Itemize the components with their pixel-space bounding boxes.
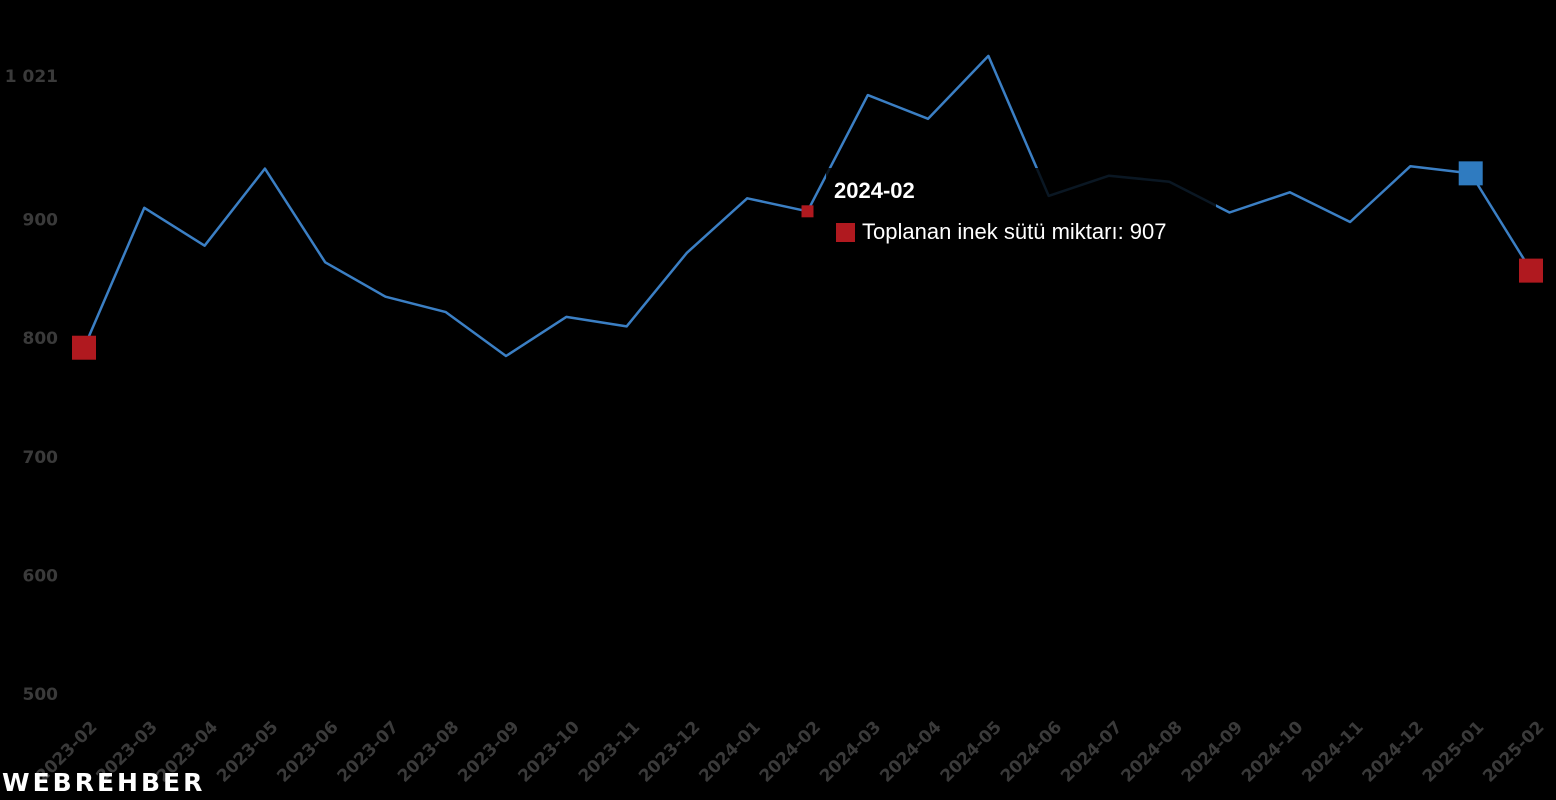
y-tick-label: 600 <box>23 566 59 586</box>
y-tick-label: 800 <box>23 329 59 349</box>
x-tick-label: 2024-06 <box>997 717 1066 786</box>
x-tick-label: 2024-05 <box>937 717 1006 786</box>
x-tick-label: 2024-11 <box>1298 717 1367 786</box>
x-tick-label: 2025-02 <box>1479 717 1548 786</box>
x-tick-label: 2023-08 <box>394 717 463 786</box>
data-point-marker <box>72 335 96 360</box>
x-tick-label: 2023-11 <box>575 717 644 786</box>
x-axis: 2023-022023-032023-042023-052023-062023-… <box>32 717 1548 786</box>
y-tick-label: 900 <box>23 211 59 231</box>
x-tick-label: 2023-06 <box>273 717 342 786</box>
data-point-marker <box>1458 161 1483 186</box>
hover-point-marker <box>801 205 814 218</box>
tooltip-swatch <box>836 223 855 242</box>
x-tick-label: 2024-07 <box>1057 717 1126 786</box>
x-tick-label: 2024-03 <box>816 717 885 786</box>
watermark-logo: WEBREHBER <box>2 768 206 797</box>
x-tick-label: 2025-01 <box>1419 717 1488 786</box>
x-tick-label: 2024-01 <box>695 717 764 786</box>
x-tick-label: 2024-12 <box>1359 717 1428 786</box>
x-tick-label: 2024-08 <box>1117 717 1186 786</box>
y-tick-label: 700 <box>23 448 59 468</box>
y-max-label: 1 021 <box>5 67 58 87</box>
y-axis: 500 600 700 800 900 1 021 <box>5 67 58 705</box>
tooltip-series-label: Toplanan inek sütü miktarı: 907 <box>862 219 1167 244</box>
x-tick-label: 2024-10 <box>1238 717 1307 786</box>
x-tick-label: 2023-07 <box>334 717 403 786</box>
marker-layer <box>72 161 1543 360</box>
tooltip-title: 2024-02 <box>834 178 915 203</box>
x-tick-label: 2024-04 <box>876 717 945 786</box>
x-tick-label: 2024-09 <box>1178 717 1247 786</box>
tooltip: 2024-02 Toplanan inek sütü miktarı: 907 <box>826 168 1216 258</box>
data-point-marker <box>1519 258 1543 283</box>
x-tick-label: 2023-09 <box>454 717 523 786</box>
y-tick-label: 500 <box>23 685 59 705</box>
tooltip-row: Toplanan inek sütü miktarı: 907 <box>836 219 1167 245</box>
x-tick-label: 2023-10 <box>515 717 584 786</box>
x-tick-label: 2023-12 <box>635 717 704 786</box>
x-tick-label: 2023-05 <box>213 717 282 786</box>
x-tick-label: 2024-02 <box>756 717 825 786</box>
